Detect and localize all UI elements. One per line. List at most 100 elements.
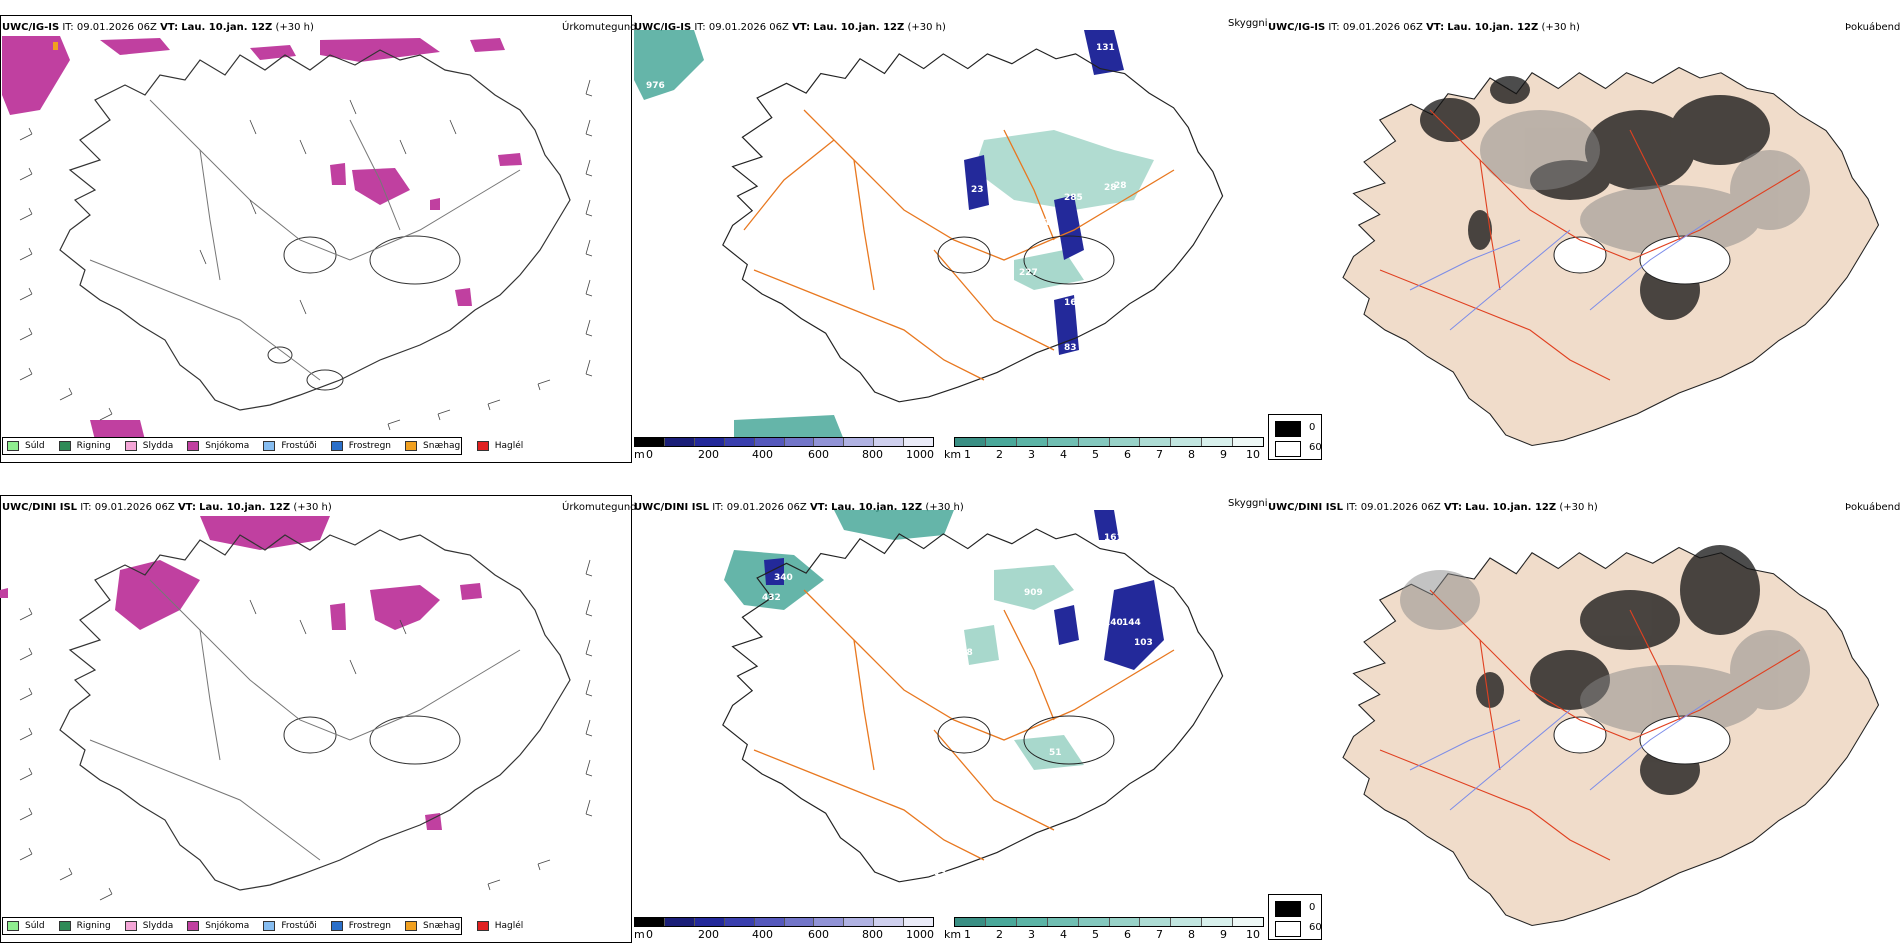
legend-swatch	[476, 921, 489, 931]
cloud-legend-black-label: 0	[1309, 422, 1316, 433]
vis-value: 15	[934, 398, 947, 408]
fog-areas	[1476, 545, 1760, 795]
vis-value: 909	[1024, 588, 1043, 598]
legend-item-snaehagl: Snæhagl	[405, 441, 463, 451]
vis-cbar-m-ticks: m 0 200 400 600 800 1000	[634, 928, 944, 942]
cloud-legend-black	[1275, 901, 1301, 917]
precip-title: UWC/DINI ISL IT: 09.01.2026 06Z VT: Lau.…	[2, 502, 332, 513]
low-vis-area	[964, 155, 989, 210]
cloud-roads	[1379, 109, 1801, 381]
cbar-unit: km	[944, 448, 962, 461]
legend-item-frostudi: Frostúði	[263, 441, 317, 451]
road	[349, 119, 401, 231]
vis-cbar-m	[634, 917, 934, 927]
vis-value: 161	[1104, 533, 1123, 543]
glacier	[1023, 235, 1115, 285]
legend-item-hagel: Haglél	[476, 441, 523, 451]
teal-area	[734, 415, 844, 440]
coastline	[722, 48, 1224, 403]
vis-map: 976 978 131 23 285 28 266 14 16 106 227 …	[634, 30, 1224, 440]
snow-area	[370, 585, 440, 630]
vis-title: UWC/DINI ISL IT: 09.01.2026 06Z VT: Lau.…	[634, 502, 964, 513]
snow-area	[460, 583, 482, 600]
vis-value: 50	[1089, 288, 1102, 298]
cloud-label: Þokuábendi	[1845, 22, 1900, 33]
cbar-tick: 3	[1028, 928, 1035, 941]
cloud-legend-black-label: 0	[1309, 902, 1316, 913]
legend-swatch	[7, 921, 19, 931]
legend-item-rigning: Rigning	[58, 921, 111, 931]
legend-swatch	[330, 441, 343, 451]
legend-item-snjokoma: Snjókoma	[187, 441, 249, 451]
cbar-tick: 800	[862, 448, 883, 461]
low-vis-area	[1054, 605, 1079, 645]
vis-value: 14	[1044, 218, 1057, 228]
vis-value: 28	[1104, 183, 1117, 193]
vis-cbar-m-ticks: m 0 200 400 600 800 1000	[634, 448, 944, 462]
roads-orange	[743, 109, 1175, 381]
cbar-tick: 1000	[906, 448, 934, 461]
glacier	[283, 236, 337, 274]
vis-values: 976 978 131 23 285 28 266 14 16 106 227 …	[646, 35, 1133, 408]
glacier	[1639, 235, 1731, 285]
cloud-legend-white-label: 60	[1309, 442, 1322, 453]
vis-value: 131	[1096, 43, 1115, 53]
glacier	[937, 716, 991, 754]
vis-value: 28	[1114, 181, 1127, 191]
vis-value: 227	[1019, 268, 1038, 278]
vis-value: 432	[762, 593, 781, 603]
legend-item-frostregn: Frostregn	[330, 441, 391, 451]
vis-value: 106	[1114, 263, 1133, 273]
roads-orange	[753, 589, 1175, 861]
glacier	[937, 236, 991, 274]
coastline	[59, 529, 571, 891]
cbar-tick: 8	[1188, 928, 1195, 941]
cloud-title: UWC/DINI ISL IT: 09.01.2026 06Z VT: Lau.…	[1268, 502, 1598, 513]
vis-cbar-km	[954, 917, 1264, 927]
vis-value: 103	[1134, 638, 1153, 648]
vis-value: 285	[1064, 193, 1083, 203]
cbar-tick: 5	[1092, 928, 1099, 941]
legend-swatch	[405, 921, 418, 931]
vis-value: 123	[996, 668, 1015, 678]
vis-label: Skyggni	[1228, 18, 1268, 29]
snow-area	[2, 36, 70, 115]
snow-area	[330, 163, 346, 185]
glacier	[267, 346, 293, 364]
cbar-tick: 0	[646, 928, 653, 941]
snow-area	[250, 45, 296, 60]
teal-area	[834, 510, 954, 540]
precip-legend: Súld Rigning Slydda Snjókoma Frostúði Fr…	[2, 437, 523, 455]
glacier	[306, 369, 344, 391]
cbar-tick: 6	[1124, 928, 1131, 941]
legend-swatch	[187, 921, 200, 931]
precip-map-frame	[0, 495, 632, 943]
cloud-legend: 0 60	[1268, 894, 1322, 940]
cbar-tick: 10	[1246, 928, 1260, 941]
cbar-tick: 1	[964, 928, 971, 941]
vis-value: 83	[1064, 343, 1077, 353]
snow-area	[330, 603, 346, 630]
vis-value: 340	[774, 573, 793, 583]
vis-value: 101	[1079, 548, 1098, 558]
cbar-tick: 4	[1060, 448, 1067, 461]
legend-item-sudl: Súld	[7, 441, 45, 451]
vis-value: 976	[646, 81, 665, 91]
legend-swatch	[263, 441, 276, 451]
cloud-rivers	[1409, 219, 1711, 331]
cbar-tick: 1000	[906, 928, 934, 941]
legend-swatch	[7, 441, 19, 451]
legend-item-slydda: Slydda	[124, 921, 173, 931]
precip-title: UWC/IG-IS IT: 09.01.2026 06Z VT: Lau. 10…	[2, 22, 314, 33]
snow-area	[100, 38, 170, 55]
cbar-tick: 600	[808, 928, 829, 941]
glacier	[283, 716, 337, 754]
snow-area	[455, 288, 472, 306]
legend-swatch	[124, 921, 137, 931]
snow-area	[200, 516, 330, 550]
cbar-tick: 400	[752, 448, 773, 461]
legend-item-rigning: Rigning	[58, 441, 111, 451]
glacier	[1553, 716, 1607, 754]
low-vis-area	[764, 558, 784, 585]
legend-swatch	[187, 441, 200, 451]
